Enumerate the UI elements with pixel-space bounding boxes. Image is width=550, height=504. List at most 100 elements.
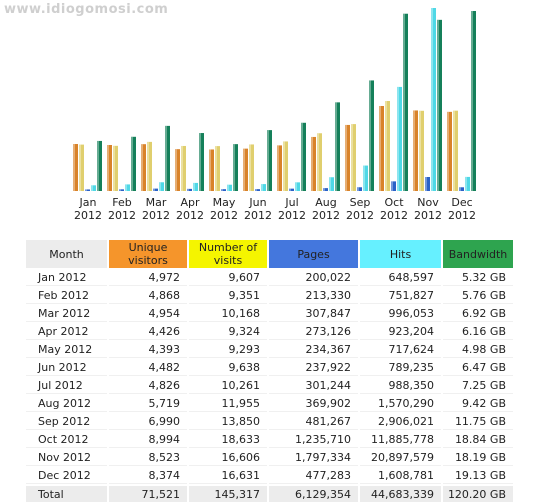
- cell-bandwidth: 4.98 GB: [443, 342, 513, 358]
- cell-unique: 4,826: [109, 378, 187, 394]
- bar: [221, 189, 226, 191]
- cell-hits: 996,053: [360, 306, 441, 322]
- cell-month: Dec 2012: [26, 468, 107, 484]
- cell-month: Jan 2012: [26, 270, 107, 286]
- bar: [425, 177, 430, 191]
- total-row: Total 71,521 145,317 6,129,354 44,683,33…: [26, 486, 513, 502]
- cell-month: Sep 2012: [26, 414, 107, 430]
- cell-visits: 9,324: [189, 324, 267, 340]
- cell-bandwidth: 5.32 GB: [443, 270, 513, 286]
- total-visits: 145,317: [189, 486, 267, 502]
- bar: [397, 86, 402, 191]
- cell-bandwidth: 18.84 GB: [443, 432, 513, 448]
- cell-visits: 16,606: [189, 450, 267, 466]
- x-tick-label: May 2012: [210, 196, 238, 222]
- cell-unique: 8,994: [109, 432, 187, 448]
- cell-hits: 20,897,579: [360, 450, 441, 466]
- cell-pages: 1,235,710: [269, 432, 358, 448]
- cell-hits: 789,235: [360, 360, 441, 376]
- cell-visits: 9,638: [189, 360, 267, 376]
- total-label: Total: [26, 486, 107, 502]
- bar: [193, 182, 198, 191]
- x-tick-label: Aug 2012: [312, 196, 340, 222]
- bar: [323, 188, 328, 191]
- bar: [437, 19, 442, 192]
- cell-hits: 923,204: [360, 324, 441, 340]
- x-tick-label: Oct 2012: [380, 196, 408, 222]
- cell-bandwidth: 5.76 GB: [443, 288, 513, 304]
- cell-unique: 4,393: [109, 342, 187, 358]
- bar: [379, 106, 384, 191]
- table-row: Mar 2012 4,954 10,168 307,847 996,053 6.92 GB: [26, 306, 513, 322]
- bar: [147, 141, 152, 191]
- bar: [465, 176, 470, 191]
- header-unique-visitors: Unique visitors: [109, 240, 187, 268]
- monthly-stats-table: Month Unique visitors Number of visits P…: [24, 238, 515, 504]
- cell-month: Apr 2012: [26, 324, 107, 340]
- bar: [329, 177, 334, 191]
- bar: [107, 144, 112, 191]
- cell-unique: 4,868: [109, 288, 187, 304]
- bar: [73, 144, 78, 191]
- cell-pages: 213,330: [269, 288, 358, 304]
- bar: [357, 187, 362, 191]
- bar: [187, 188, 192, 191]
- bar: [295, 182, 300, 191]
- bar: [447, 111, 452, 191]
- cell-hits: 11,885,778: [360, 432, 441, 448]
- cell-pages: 369,902: [269, 396, 358, 412]
- table-row: Oct 2012 8,994 18,633 1,235,710 11,885,778 18…: [26, 432, 513, 448]
- cell-hits: 2,906,021: [360, 414, 441, 430]
- bar: [363, 165, 368, 191]
- cell-hits: 1,608,781: [360, 468, 441, 484]
- cell-month: Aug 2012: [26, 396, 107, 412]
- bar: [97, 140, 102, 191]
- x-tick-label: Feb 2012: [108, 196, 136, 222]
- cell-bandwidth: 7.25 GB: [443, 378, 513, 394]
- cell-pages: 200,022: [269, 270, 358, 286]
- x-tick-label: Apr 2012: [176, 196, 204, 222]
- bar: [369, 80, 374, 191]
- bar: [459, 187, 464, 191]
- bar: [215, 146, 220, 191]
- total-unique: 71,521: [109, 486, 187, 502]
- table-row: Dec 2012 8,374 16,631 477,283 1,608,781 19.13…: [26, 468, 513, 484]
- bar: [181, 145, 186, 191]
- x-tick-label: Jan 2012: [74, 196, 102, 222]
- bar: [79, 144, 84, 191]
- table-header-row: Month Unique visitors Number of visits P…: [26, 240, 513, 268]
- cell-unique: 6,990: [109, 414, 187, 430]
- cell-month: Jul 2012: [26, 378, 107, 394]
- bar: [351, 124, 356, 191]
- cell-hits: 717,624: [360, 342, 441, 358]
- cell-visits: 13,850: [189, 414, 267, 430]
- bar: [277, 145, 282, 191]
- cell-bandwidth: 6.92 GB: [443, 306, 513, 322]
- bar: [471, 11, 476, 191]
- bar: [91, 185, 96, 191]
- bar: [131, 136, 136, 191]
- bar: [261, 184, 266, 191]
- cell-visits: 9,607: [189, 270, 267, 286]
- bar: [453, 110, 458, 191]
- bar: [345, 124, 350, 191]
- cell-pages: 477,283: [269, 468, 358, 484]
- table-row: Nov 2012 8,523 16,606 1,797,334 20,897,579 18…: [26, 450, 513, 466]
- total-hits: 44,683,339: [360, 486, 441, 502]
- site-watermark: www.idiogomosi.com: [4, 2, 169, 17]
- bar: [159, 182, 164, 191]
- cell-hits: 1,570,290: [360, 396, 441, 412]
- cell-visits: 18,633: [189, 432, 267, 448]
- header-visits: Number of visits: [189, 240, 267, 268]
- cell-bandwidth: 19.13 GB: [443, 468, 513, 484]
- cell-unique: 4,954: [109, 306, 187, 322]
- cell-visits: 9,351: [189, 288, 267, 304]
- bar: [431, 8, 436, 191]
- cell-hits: 751,827: [360, 288, 441, 304]
- table-row: Jan 2012 4,972 9,607 200,022 648,597 5.32 GB: [26, 270, 513, 286]
- cell-visits: 16,631: [189, 468, 267, 484]
- cell-pages: 234,367: [269, 342, 358, 358]
- bar: [233, 144, 238, 191]
- bar: [165, 125, 170, 191]
